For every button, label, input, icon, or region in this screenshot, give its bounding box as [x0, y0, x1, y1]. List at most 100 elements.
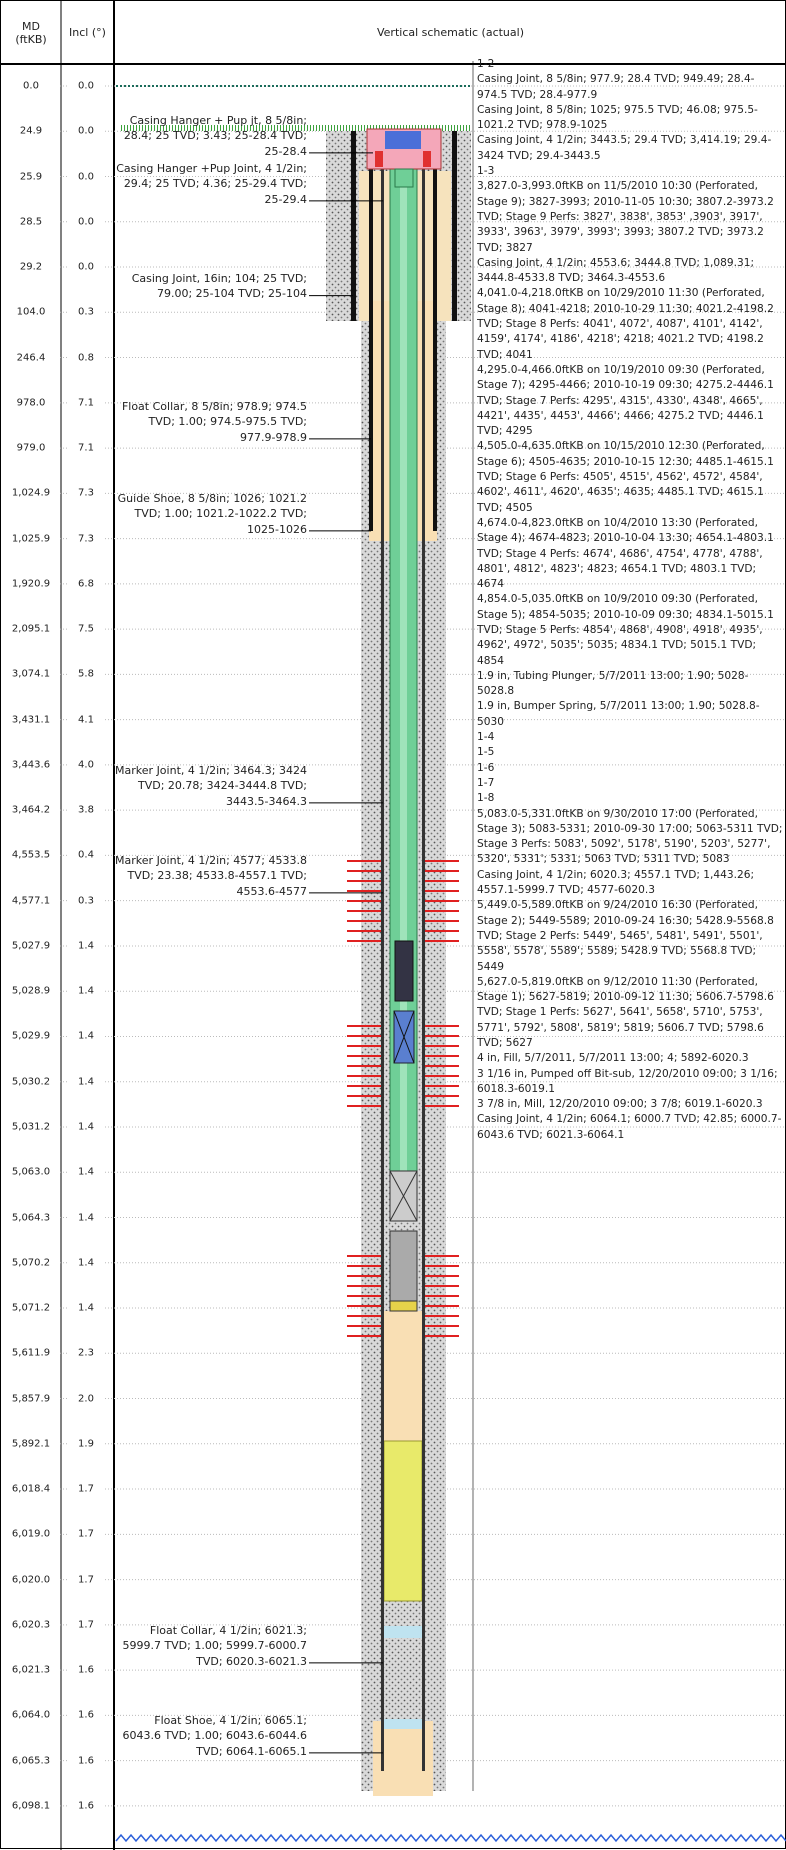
incl-value: 0.0	[69, 216, 103, 228]
left-annotation: Float Collar, 8 5/8in; 978.9; 974.5 TVD;…	[121, 400, 307, 444]
md-value: 1,025.9	[3, 533, 59, 545]
incl-value: 1.7	[69, 1483, 103, 1495]
md-value: 978.0	[3, 397, 59, 409]
right-annotation: 4,041.0-4,218.0ftKB on 10/29/2010 11:30 …	[477, 287, 774, 361]
incl-value: 1.4	[69, 1030, 103, 1042]
md-value: 3,464.2	[3, 804, 59, 816]
incl-value: 7.1	[69, 442, 103, 454]
md-value: 25.9	[3, 171, 59, 183]
right-annotations: 1-2 Casing Joint, 8 5/8in; 977.9; 28.4 TV…	[477, 57, 783, 1847]
right-annotation: 5,627.0-5,819.0ftKB on 9/12/2010 11:30 (…	[477, 975, 774, 1049]
incl-value: 0.4	[69, 849, 103, 861]
right-annotation: 1-2	[477, 58, 495, 70]
md-value: 5,070.2	[3, 1257, 59, 1269]
md-value: 5,064.3	[3, 1212, 59, 1223]
right-annotation: 3 7/8 in, Mill, 12/20/2010 09:00; 3 7/8;…	[477, 1098, 763, 1111]
incl-value: 0.0	[69, 125, 103, 137]
right-annotation: 1-4	[477, 731, 495, 744]
right-annotation: Casing Joint, 4 1/2in; 6064.1; 6000.7 TV…	[477, 1113, 782, 1141]
right-annotation: 1-8	[477, 792, 495, 805]
incl-value: 1.4	[69, 1166, 103, 1178]
right-annotation: 1.9 in, Bumper Spring, 5/7/2011 13:00; 1…	[477, 700, 760, 728]
right-annotation: Casing Joint, 4 1/2in; 6020.3; 4557.1 TV…	[477, 868, 755, 897]
incl-value: 2.0	[69, 1393, 103, 1405]
incl-value: 1.4	[69, 1302, 103, 1314]
md-value: 979.0	[3, 442, 59, 454]
md-value: 6,019.0	[3, 1528, 59, 1540]
incl-value: 0.0	[69, 80, 103, 92]
incl-value: 1.4	[69, 985, 103, 997]
right-annotation: 1-5	[477, 746, 495, 759]
incl-value: 1.7	[69, 1528, 103, 1540]
incl-value: 1.4	[69, 1076, 103, 1088]
incl-value: 1.7	[69, 1619, 103, 1631]
incl-value: 1.4	[69, 940, 103, 952]
md-value: 5,611.9	[3, 1347, 59, 1359]
right-annotation: Casing Joint, 8 5/8in; 1025; 975.5 TVD; …	[477, 103, 758, 132]
incl-value: 1.4	[69, 1212, 103, 1223]
md-value: 6,020.0	[3, 1574, 59, 1586]
md-value: 6,064.0	[3, 1709, 59, 1721]
right-annotation: 3 1/16 in, Pumped off Bit-sub, 12/20/201…	[477, 1067, 778, 1095]
incl-value: 7.5	[69, 623, 103, 635]
right-annotation: 1-3	[477, 165, 495, 178]
right-annotation: 5,449.0-5,589.0ftKB on 9/24/2010 16:30 (…	[477, 899, 774, 973]
md-value: 104.0	[3, 306, 59, 318]
md-header-unit: (ftKB)	[15, 32, 47, 46]
incl-value: 7.3	[69, 487, 103, 499]
md-value: 1,920.9	[3, 578, 59, 590]
md-value: 5,071.2	[3, 1302, 59, 1314]
right-annotation: 4,295.0-4,466.0ftKB on 10/19/2010 09:30 …	[477, 363, 774, 438]
incl-value: 1.4	[69, 1257, 103, 1269]
incl-value: 1.6	[69, 1664, 103, 1676]
md-value: 29.2	[3, 261, 59, 273]
left-annotation: Marker Joint, 4 1/2in; 4577; 4533.8 TVD;…	[115, 854, 307, 898]
md-value: 5,892.1	[3, 1438, 59, 1450]
incl-value: 0.0	[69, 261, 103, 273]
incl-value: 0.3	[69, 306, 103, 318]
left-annotation: Casing Hanger +Pup Joint, 4 1/2in; 29.4;…	[116, 162, 307, 206]
incl-value: 4.1	[69, 714, 103, 726]
left-annotation: Guide Shoe, 8 5/8in; 1026; 1021.2 TVD; 1…	[117, 492, 307, 536]
md-value: 1,024.9	[3, 487, 59, 499]
incl-value: 0.0	[69, 171, 103, 183]
md-value: 246.4	[3, 352, 59, 364]
left-annotation: Float Collar, 4 1/2in; 6021.3; 5999.7 TV…	[122, 1624, 307, 1668]
incl-value: 7.3	[69, 533, 103, 545]
md-value: 5,063.0	[3, 1166, 59, 1178]
incl-value: 2.3	[69, 1347, 103, 1359]
incl-value: 6.8	[69, 578, 103, 590]
md-value: 3,443.6	[3, 759, 59, 771]
md-value: 3,431.1	[3, 714, 59, 726]
md-value: 6,098.1	[3, 1800, 59, 1812]
md-value: 5,028.9	[3, 985, 59, 997]
md-value: 4,553.5	[3, 849, 59, 861]
right-annotation: 4,674.0-4,823.0ftKB on 10/4/2010 13:30 (…	[477, 516, 774, 591]
md-value: 5,031.2	[3, 1121, 59, 1133]
right-annotation: 1-7	[477, 776, 495, 789]
incl-header: Incl (°)	[69, 26, 106, 39]
left-annotation: Float Shoe, 4 1/2in; 6065.1; 6043.6 TVD;…	[122, 1714, 307, 1758]
md-value: 6,065.3	[3, 1755, 59, 1767]
left-annotation: Casing Hanger + Pup jt, 8 5/8in; 28.4; 2…	[123, 114, 307, 158]
md-value: 0.0	[3, 80, 59, 92]
md-value: 5,027.9	[3, 940, 59, 952]
md-value: 28.5	[3, 216, 59, 228]
incl-value: 3.8	[69, 804, 103, 816]
right-annotation: Casing Joint, 4 1/2in; 4553.6; 3444.8 TV…	[477, 256, 755, 285]
md-value: 2,095.1	[3, 623, 59, 635]
incl-value: 1.9	[69, 1438, 103, 1450]
right-annotation: Casing Joint, 8 5/8in; 977.9; 28.4 TVD; …	[477, 73, 755, 101]
incl-value: 1.6	[69, 1709, 103, 1721]
incl-value: 1.4	[69, 1121, 103, 1133]
right-annotation: 1.9 in, Tubing Plunger, 5/7/2011 13:00; …	[477, 669, 749, 698]
md-header: MD	[22, 19, 40, 33]
incl-value: 0.3	[69, 895, 103, 907]
right-annotation: 4,505.0-4,635.0ftKB on 10/15/2010 12:30 …	[477, 440, 774, 514]
md-value: 4,577.1	[3, 895, 59, 907]
right-annotation: 4 in, Fill, 5/7/2011, 5/7/2011 13:00; 4;…	[477, 1052, 749, 1065]
md-value: 5,030.2	[3, 1076, 59, 1088]
incl-value: 5.8	[69, 668, 103, 680]
